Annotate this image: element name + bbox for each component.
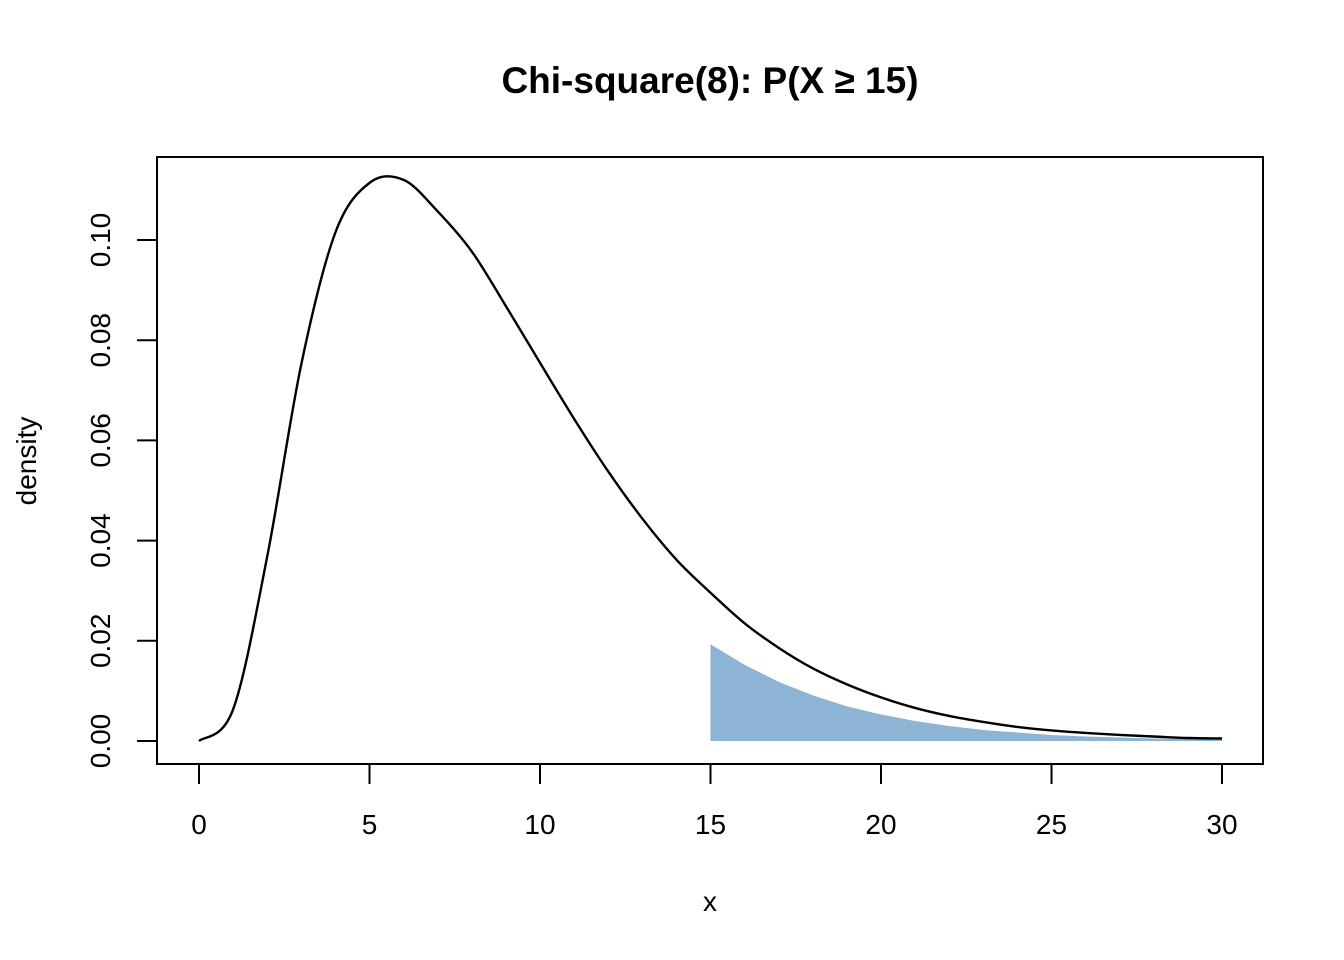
x-tick-label: 10 xyxy=(524,809,555,840)
y-tick-label: 0.06 xyxy=(85,413,116,468)
plot-frame xyxy=(156,156,1264,765)
x-tick-label: 5 xyxy=(362,809,378,840)
density-curve xyxy=(198,175,1223,743)
x-tick-label: 20 xyxy=(865,809,896,840)
x-tick-label: 0 xyxy=(191,809,207,840)
y-axis-label: density xyxy=(11,417,42,506)
y-tick-label: 0.00 xyxy=(85,714,116,769)
y-tick-label: 0.02 xyxy=(85,614,116,669)
x-axis: 0 5 10 15 20 25 30 xyxy=(191,763,1238,840)
y-tick-label: 0.04 xyxy=(85,513,116,568)
x-tick-label: 15 xyxy=(695,809,726,840)
x-tick-label: 25 xyxy=(1036,809,1067,840)
x-axis-label: x xyxy=(703,886,717,917)
shaded-tail-area xyxy=(710,644,1222,741)
density-line xyxy=(198,175,1223,743)
x-tick-label: 30 xyxy=(1206,809,1237,840)
y-tick-label: 0.10 xyxy=(85,213,116,268)
y-axis: 0.00 0.02 0.04 0.06 0.08 0.10 xyxy=(85,213,158,769)
chart-title: Chi-square(8): P(X ≥ 15) xyxy=(501,60,918,101)
y-tick-label: 0.08 xyxy=(85,313,116,368)
tail-area-polygon xyxy=(710,644,1222,741)
